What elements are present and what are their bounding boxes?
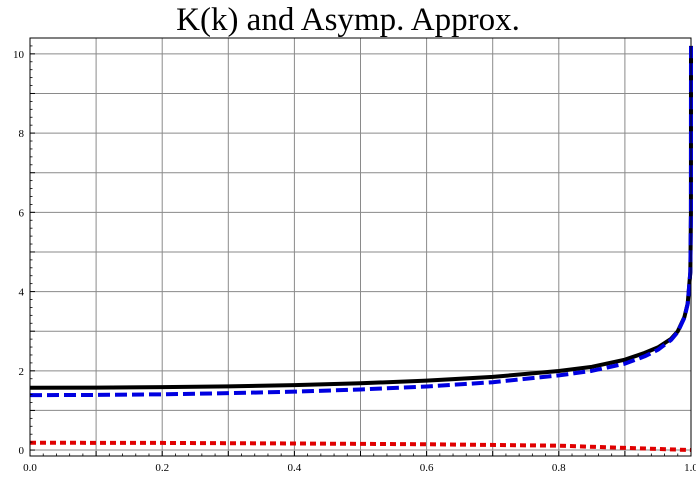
x-tick-label: 1.0 <box>684 462 696 474</box>
x-tick-label: 0.4 <box>288 462 302 474</box>
y-tick-label: 4 <box>19 287 25 299</box>
ticks-group <box>29 45 692 456</box>
series-error <box>29 440 692 453</box>
y-tick-label: 8 <box>19 128 25 140</box>
x-tick-label: 0.0 <box>23 462 37 474</box>
chart-title: K(k) and Asymp. Approx. <box>176 2 520 38</box>
grid <box>30 38 691 456</box>
series-group <box>29 45 693 453</box>
y-tick-label: 6 <box>19 207 25 219</box>
tick-labels-group: 0.0 0.2 0.4 0.6 0.8 1.0 0 2 4 6 8 10 <box>13 49 696 474</box>
y-tick-label: 10 <box>13 49 25 61</box>
y-tick-label: 2 <box>19 366 25 378</box>
y-tick-label: 0 <box>19 445 25 457</box>
x-tick-label: 0.6 <box>420 462 434 474</box>
x-tick-label: 0.8 <box>552 462 566 474</box>
x-tick-label: 0.2 <box>155 462 169 474</box>
series-asymptotic-approx <box>29 45 693 398</box>
